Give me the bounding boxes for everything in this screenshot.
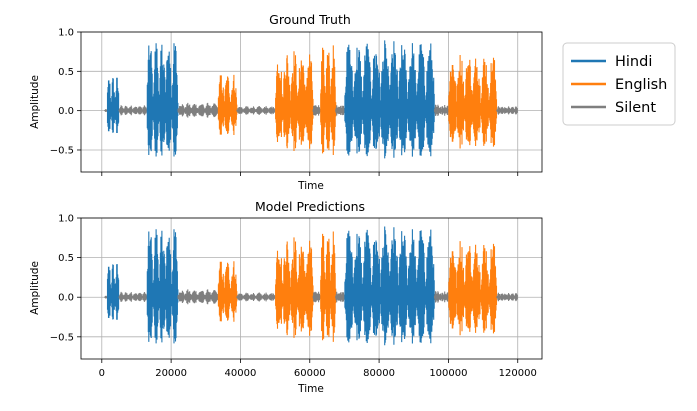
segment-english	[320, 231, 337, 342]
x-tick-label: 0	[99, 368, 105, 379]
legend: Hindi English Silent	[562, 42, 676, 126]
legend-label-silent: Silent	[615, 100, 656, 116]
legend-box	[562, 42, 676, 126]
y-tick-label: 0.0	[58, 293, 74, 304]
x-tick-label: 120000	[499, 368, 537, 379]
segment-silent	[118, 291, 148, 302]
segment-silent	[335, 105, 345, 116]
y-axis-label: Amplitude	[29, 261, 41, 315]
segment-silent	[236, 106, 276, 115]
segment-silent	[104, 295, 108, 299]
segment-silent	[433, 291, 449, 303]
x-tick-label: 100000	[429, 368, 467, 379]
segment-english	[275, 51, 314, 151]
y-tick-label: 1.0	[58, 214, 74, 225]
y-axis-label: Amplitude	[29, 75, 41, 129]
waveform	[104, 40, 518, 159]
subplot-model-predictions: Model Predictions 0 20000 40000 60000 80000 1…	[29, 199, 543, 395]
subplot-ground-truth: Ground Truth −0.5 0.0 0.5 1.0 Time Amplitud…	[29, 12, 543, 192]
axis-ticks: −0.5 0.0 0.5 1.0	[50, 28, 519, 176]
segment-english	[217, 74, 238, 135]
y-tick-label: 0.0	[58, 106, 74, 117]
segment-silent	[496, 292, 518, 302]
segment-silent	[104, 109, 108, 112]
segment-english	[320, 45, 337, 155]
y-tick-label: 0.5	[58, 253, 74, 264]
y-tick-label: −0.5	[50, 332, 74, 343]
segment-hindi	[146, 229, 179, 344]
y-tick-label: 0.5	[58, 67, 74, 78]
legend-label-english: English	[615, 77, 667, 93]
segment-silent	[335, 291, 345, 303]
segment-silent	[177, 289, 219, 305]
segment-hindi	[344, 226, 435, 346]
axis-ticks: 0 20000 40000 60000 80000 100000 120000 −0.5 0.0…	[50, 214, 537, 380]
segment-english	[448, 55, 498, 149]
x-tick-label: 40000	[225, 368, 257, 379]
subplot-title: Ground Truth	[269, 12, 351, 27]
x-axis-label: Time	[297, 180, 324, 192]
axes-frame	[80, 31, 543, 173]
waveform	[104, 226, 518, 346]
segment-english	[217, 261, 238, 322]
segment-silent	[312, 291, 321, 303]
segment-silent	[496, 106, 518, 115]
y-tick-label: 1.0	[58, 28, 74, 39]
segment-hindi	[146, 43, 179, 157]
subplot-title: Model Predictions	[255, 199, 365, 214]
segment-silent	[236, 292, 276, 302]
segment-hindi	[106, 77, 120, 133]
y-tick-label: −0.5	[50, 145, 74, 156]
segment-silent	[312, 105, 321, 116]
segment-english	[448, 241, 498, 336]
axes-frame	[80, 217, 543, 360]
x-axis-label: Time	[297, 383, 324, 395]
segment-silent	[177, 102, 219, 118]
segment-silent	[433, 104, 449, 116]
segment-english	[275, 237, 314, 338]
segment-silent	[118, 105, 148, 116]
segment-hindi	[344, 40, 435, 159]
legend-label-hindi: Hindi	[615, 54, 652, 70]
x-tick-label: 20000	[155, 368, 187, 379]
x-tick-label: 80000	[363, 368, 395, 379]
x-tick-label: 60000	[294, 368, 326, 379]
segment-hindi	[106, 264, 120, 320]
